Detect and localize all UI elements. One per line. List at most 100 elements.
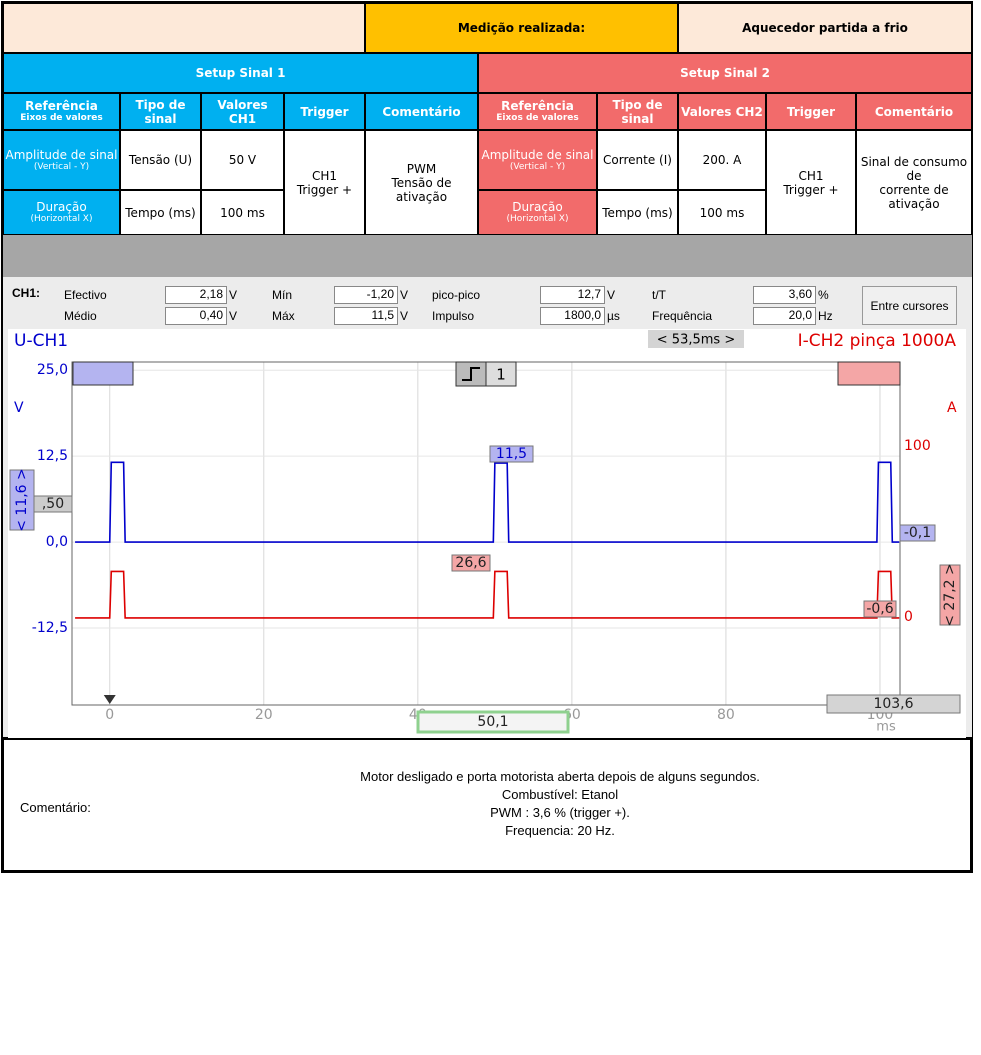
text: Comentário: [874, 104, 954, 119]
measure-label: Médio: [64, 309, 97, 323]
cell: Aquecedor partida a frio: [678, 3, 972, 53]
measure-unit: V: [400, 288, 408, 302]
text: Comentário:: [20, 800, 91, 815]
measure-unit: µs: [607, 309, 620, 323]
measure-unit: V: [400, 309, 408, 323]
text: corrente de ativação: [879, 182, 949, 211]
cell: Corrente (I): [597, 130, 678, 190]
text: t/T: [652, 288, 666, 302]
cell: CH1 Trigger +: [766, 130, 856, 235]
measure-label: Máx: [272, 309, 295, 323]
scope-panel: [3, 277, 972, 740]
cell: Tipo de sinal: [120, 93, 201, 130]
cell: CH1 Trigger +: [284, 130, 365, 235]
cell: Comentário: [856, 93, 972, 130]
cell: Sinal de consumo de corrente de ativação: [856, 130, 972, 235]
text: Mín: [272, 288, 293, 302]
cell: Valores CH2: [678, 93, 766, 130]
text: Setup Sinal 2: [680, 66, 770, 80]
measure-value: 0,40: [165, 307, 227, 325]
text: Referência: [25, 99, 98, 113]
text: Eixos de valores: [20, 113, 103, 123]
text: PWM: [406, 161, 437, 176]
text: 100 ms: [699, 205, 745, 220]
cell: Valores CH1: [201, 93, 284, 130]
measure-unit: V: [229, 288, 237, 302]
cell: Setup Sinal 2: [478, 53, 972, 93]
text: PWM : 3,6 % (trigger +).: [490, 805, 630, 820]
cell: PWM Tensão de ativação: [365, 130, 478, 235]
text: V: [229, 288, 238, 302]
text: V: [400, 309, 409, 323]
comment-label: Comentário:: [20, 800, 91, 815]
text: Tempo (ms): [125, 205, 196, 220]
text: Setup Sinal 1: [195, 66, 286, 80]
text: (Horizontal X): [506, 214, 569, 224]
text: Frequencia: 20 Hz.: [505, 823, 615, 838]
text: V: [229, 309, 238, 323]
measure-value: 20,0: [753, 307, 816, 325]
measure-label: Efectivo: [64, 288, 107, 302]
text: 20,0: [788, 308, 812, 322]
cell: Medição realizada:: [365, 3, 678, 53]
measure-value: 2,18: [165, 286, 227, 304]
text: Comentário: [382, 104, 461, 119]
text: Amplitude de sinal: [481, 147, 594, 162]
text: 50 V: [228, 153, 257, 167]
text: Tipo de sinal: [135, 97, 186, 126]
text: Impulso: [432, 309, 475, 323]
measure-label: Frequência: [652, 309, 712, 323]
text: CH1: [798, 168, 824, 183]
text: Trigger: [786, 104, 836, 119]
text: 100 ms: [220, 205, 265, 220]
cell: Duração (Horizontal X): [3, 190, 120, 235]
text: Eixos de valores: [496, 113, 579, 123]
text: Amplitude de sinal: [5, 147, 118, 162]
measure-label: t/T: [652, 288, 666, 302]
text: Efectivo: [64, 288, 107, 302]
text: Combustível: Etanol: [501, 787, 619, 802]
text: V: [607, 288, 616, 302]
measure-unit: %: [818, 288, 829, 302]
text: Sinal de consumo de: [860, 154, 968, 183]
cell: Trigger: [284, 93, 365, 130]
text: Entre cursores: [870, 298, 949, 313]
text: Trigger +: [296, 182, 353, 197]
cell: 50 V: [201, 130, 284, 190]
comment-lines: Motor desligado e porta motorista aberta…: [250, 768, 870, 840]
text: Motor desligado e porta motorista aberta…: [360, 769, 760, 784]
measure-unit: V: [607, 288, 615, 302]
text: Tensão de ativação: [391, 175, 452, 204]
measure-label: Mín: [272, 288, 292, 302]
text: 1800,0: [564, 308, 601, 322]
text: Frequência: [652, 309, 713, 323]
measure-value: 11,5: [334, 307, 398, 325]
text: CH1:: [12, 286, 41, 300]
text: 11,5: [371, 308, 394, 322]
cell: Referência Eixos de valores: [478, 93, 597, 130]
text: Hz: [818, 309, 833, 323]
text: 2,18: [199, 287, 223, 301]
text: Médio: [64, 309, 97, 323]
measure-value: 3,60: [753, 286, 816, 304]
cell: Trigger: [766, 93, 856, 130]
cell: Amplitude de sinal (Vertical - Y): [3, 130, 120, 190]
cell: Comentário: [365, 93, 478, 130]
cell: 200. A: [678, 130, 766, 190]
text: µs: [607, 309, 620, 323]
cell: Setup Sinal 1: [3, 53, 478, 93]
cell: Tempo (ms): [120, 190, 201, 235]
button[interactable]: Entre cursores: [862, 286, 957, 325]
text: Valores CH2: [681, 104, 763, 119]
measure-label: pico-pico: [432, 288, 480, 302]
cell: Tipo de sinal: [597, 93, 678, 130]
cell: 100 ms: [201, 190, 284, 235]
text: Duração: [512, 200, 563, 214]
cell: Tempo (ms): [597, 190, 678, 235]
measure-value: -1,20: [334, 286, 398, 304]
text: Tipo de sinal: [612, 97, 663, 126]
cell: 100 ms: [678, 190, 766, 235]
text: Trigger: [300, 104, 349, 119]
text: Aquecedor partida a frio: [742, 21, 908, 35]
